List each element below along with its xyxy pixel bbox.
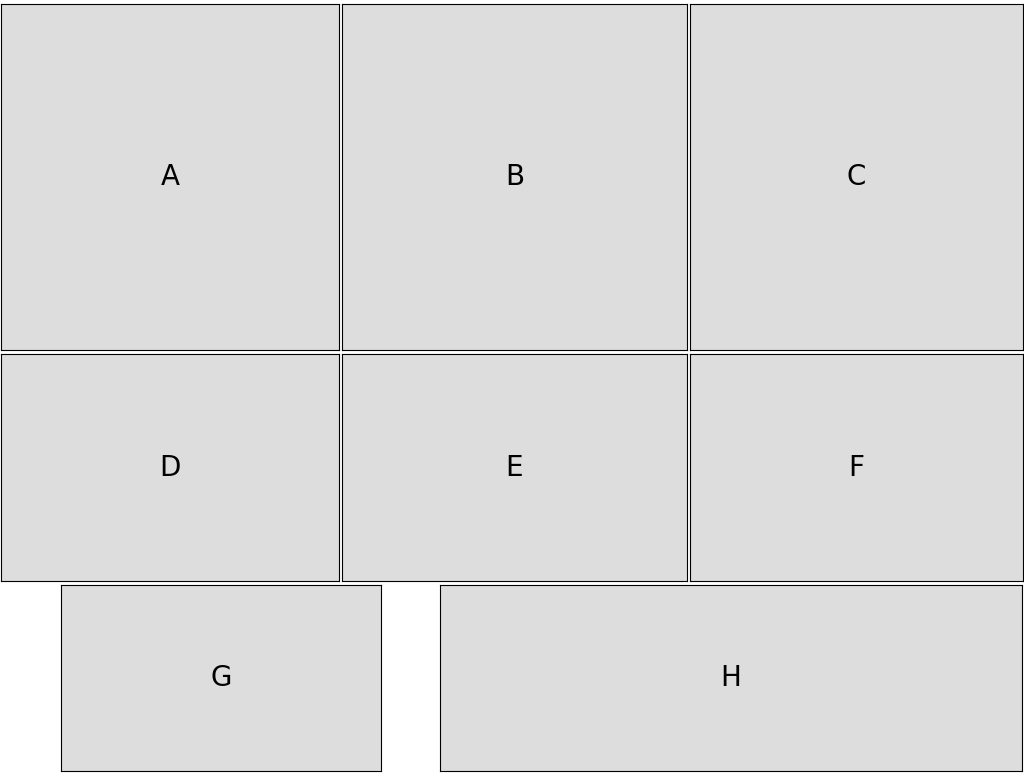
Text: C: C [847, 163, 866, 191]
Text: G: G [211, 664, 231, 693]
Text: A: A [161, 163, 179, 191]
Text: B: B [505, 163, 524, 191]
Text: D: D [160, 454, 180, 482]
Text: F: F [849, 454, 864, 482]
Text: H: H [721, 664, 741, 693]
Text: E: E [506, 454, 523, 482]
